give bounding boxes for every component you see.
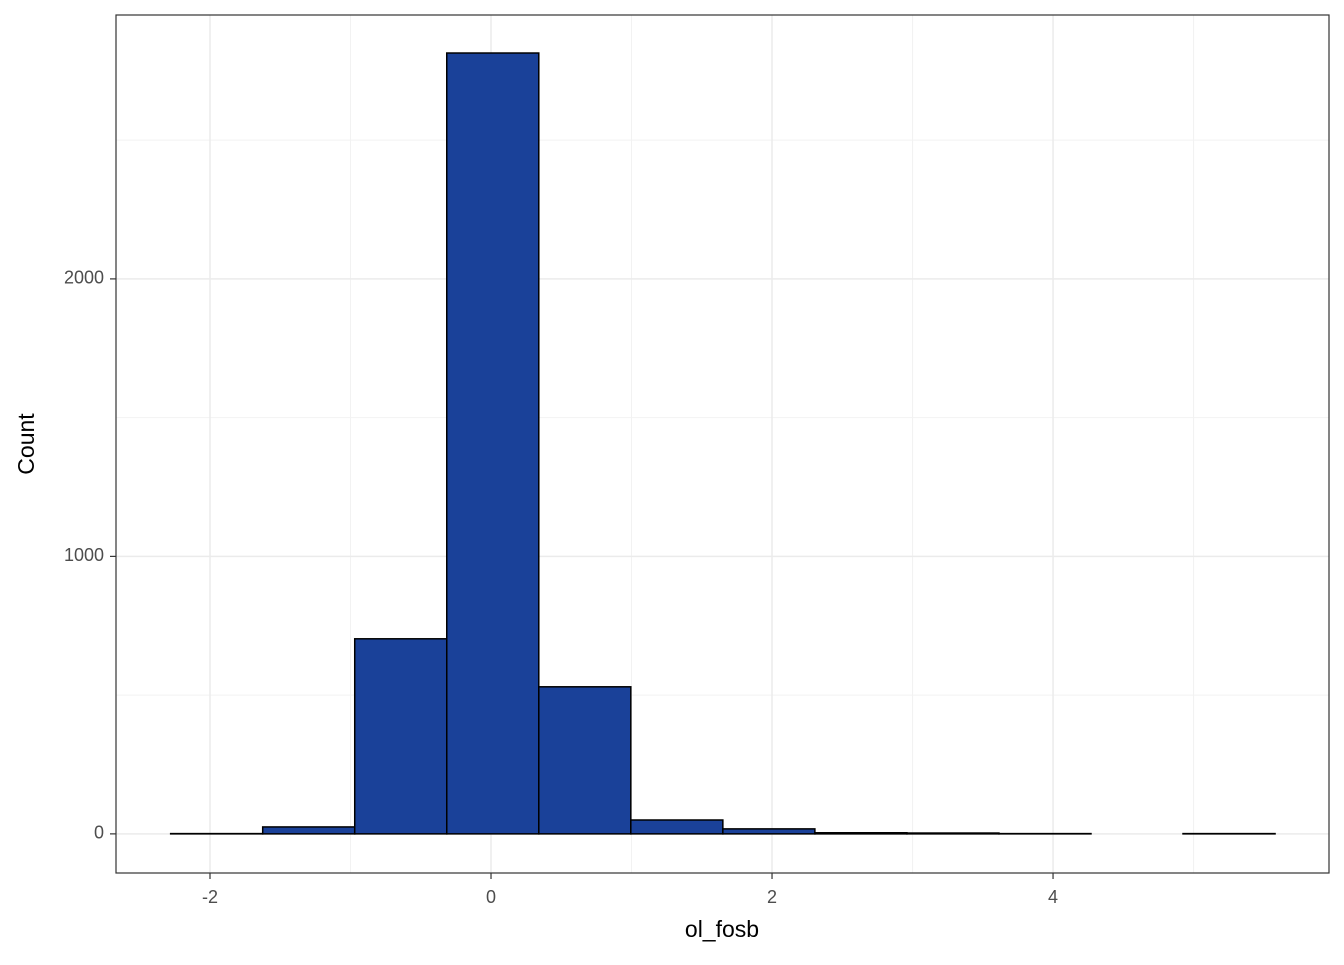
panel <box>116 15 1329 873</box>
bar <box>907 833 999 834</box>
bar <box>355 639 447 834</box>
bar <box>723 829 815 834</box>
bar <box>815 833 907 834</box>
x-tick-label: 4 <box>1048 887 1058 907</box>
bar <box>447 53 539 834</box>
bar <box>631 820 723 834</box>
x-tick-label: 2 <box>767 887 777 907</box>
y-axis-title: Count <box>13 413 39 475</box>
x-tick-label: 0 <box>486 887 496 907</box>
bar <box>263 827 355 834</box>
y-tick-label: 2000 <box>64 268 104 288</box>
y-tick-label: 1000 <box>64 545 104 565</box>
x-tick-label: -2 <box>202 887 218 907</box>
bar <box>539 687 631 834</box>
y-tick-label: 0 <box>94 823 104 843</box>
x-axis-title: ol_fosb <box>685 916 759 942</box>
